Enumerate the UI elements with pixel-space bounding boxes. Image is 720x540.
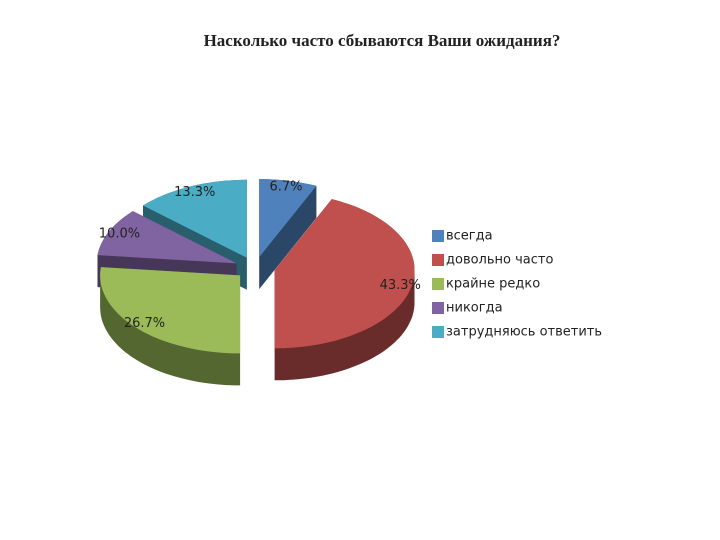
legend-swatch [432,326,444,338]
slice [97,211,237,264]
legend-label: всегда [446,229,493,244]
data-label: 26.7% [124,316,165,331]
legend-label: никогда [446,301,503,316]
legend-swatch [432,254,444,266]
data-label: 6.7% [270,180,303,195]
slice [259,179,317,258]
data-label: 43.3% [380,278,421,293]
legend-swatch [432,302,444,314]
data-label: 13.3% [174,185,215,200]
legend-label: крайне редко [446,277,540,292]
legend-swatch [432,278,444,290]
legend-label: затрудняюсь ответить [446,325,602,340]
legend-label: довольно часто [446,253,553,268]
data-label: 10.0% [99,227,140,242]
legend-swatch [432,230,444,242]
slice [274,199,415,349]
chart-title: Насколько часто сбываются Ваши ожидания? [204,31,561,50]
slice [143,179,247,258]
slice [100,267,241,354]
